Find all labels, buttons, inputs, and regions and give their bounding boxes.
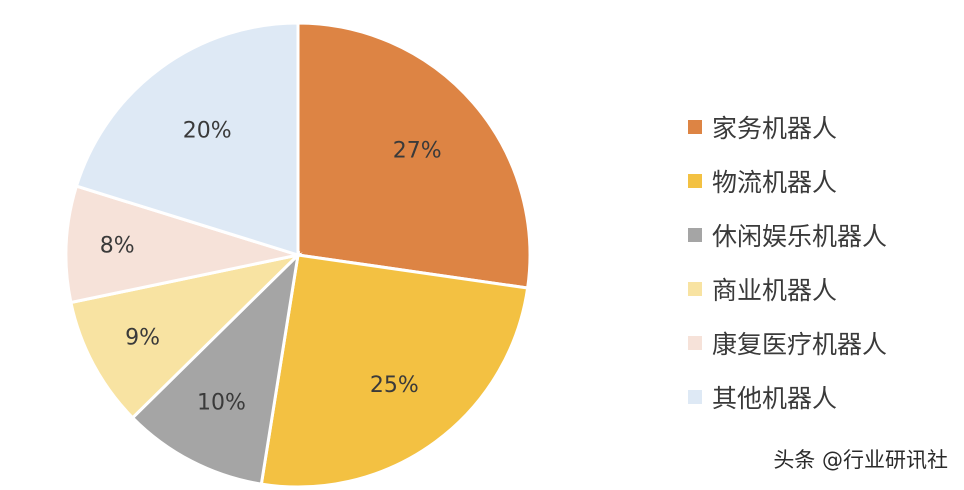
watermark: 头条 @行业研讯社: [773, 448, 948, 472]
pie-slice-logistics: [259, 253, 530, 489]
legend-swatch-logistics: [688, 174, 702, 188]
legend-item-medical: 康复医疗机器人: [688, 316, 958, 370]
legend-label-commercial: 商业机器人: [712, 276, 838, 305]
pie-slice-other: [74, 21, 300, 258]
legend-item-entertainment: 休闲娱乐机器人: [688, 208, 958, 262]
pie-slice-medical: [64, 184, 304, 305]
legend-item-commercial: 商业机器人: [688, 262, 958, 316]
legend-label-entertainment: 休闲娱乐机器人: [712, 222, 888, 251]
legend-label-logistics: 物流机器人: [712, 168, 838, 197]
pie-slice-commercial: [69, 252, 303, 420]
pie-slice-entertainment: [130, 250, 301, 486]
slice-label-logistics: 25%: [370, 373, 419, 398]
slice-label-commercial: 9%: [125, 325, 160, 350]
legend-label-other: 其他机器人: [712, 384, 838, 413]
legend-item-household: 家务机器人: [688, 100, 958, 154]
legend-item-logistics: 物流机器人: [688, 154, 958, 208]
legend-label-household: 家务机器人: [712, 114, 838, 143]
legend-swatch-commercial: [688, 282, 702, 296]
legend: 家务机器人 物流机器人 休闲娱乐机器人 商业机器人 康复医疗机器人 其他机器人: [688, 100, 958, 424]
legend-swatch-other: [688, 390, 702, 404]
pie-slice-household: [296, 21, 532, 290]
slice-label-other: 20%: [183, 119, 232, 144]
legend-swatch-household: [688, 120, 702, 134]
legend-swatch-medical: [688, 336, 702, 350]
legend-swatch-entertainment: [688, 228, 702, 242]
slice-label-entertainment: 10%: [197, 390, 246, 415]
slice-label-household: 27%: [393, 139, 442, 164]
legend-label-medical: 康复医疗机器人: [712, 330, 888, 359]
slice-label-medical: 8%: [100, 233, 135, 258]
legend-item-other: 其他机器人: [688, 370, 958, 424]
